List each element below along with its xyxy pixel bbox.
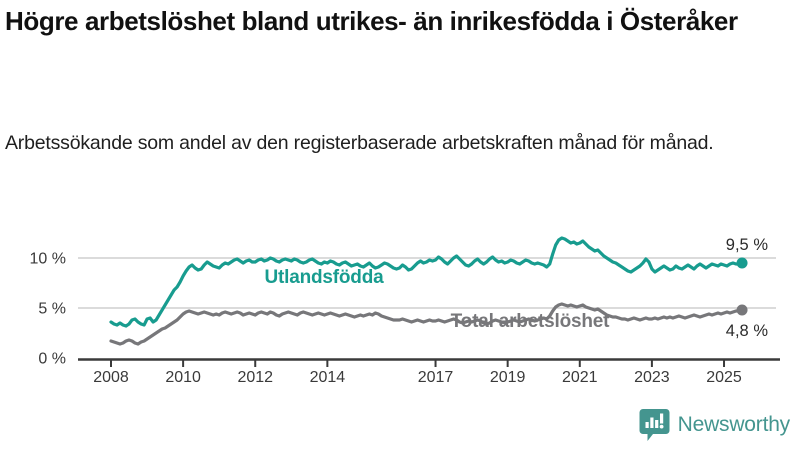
x-axis-label: 2012 [237,369,273,386]
y-axis-label: 10 % [30,251,66,268]
bar-3 [654,420,658,428]
x-axis-label: 2010 [165,369,201,386]
brand-name: Newsworthy [677,413,791,436]
bar-1 [645,422,649,428]
exclamation-bar [659,413,663,424]
y-axis-label: 5 % [38,301,66,318]
speech-bubble-shape [639,409,670,441]
bar-2 [649,417,654,428]
series-end-dot-utlandsfodda [736,257,748,269]
exclamation-dot [659,424,664,429]
series-inline-label: Total arbetslöshet [451,311,611,332]
series-inline-label: Utlandsfödda [265,267,385,288]
series-line-total [109,302,744,346]
x-axis-label: 2019 [490,369,526,386]
series-line-utlandsfodda [109,236,744,328]
series-end-value: 4,8 % [726,322,769,340]
series-end-dot-total [736,304,748,316]
series-end-value: 9,5 % [726,236,769,254]
x-axis-label: 2014 [310,369,346,386]
x-axis-label: 2023 [634,369,670,386]
x-axis-label: 2025 [706,369,742,386]
x-axis-label: 2017 [418,369,454,386]
brand-logo: Newsworthy [639,408,790,442]
x-axis-label: 2008 [93,369,129,386]
x-axis-label: 2021 [562,369,598,386]
chart-subtitle: Arbetssökande som andel av den registerb… [5,132,714,154]
y-axis-label: 0 % [38,351,66,368]
chart-title: Högre arbetslöshet bland utrikes- än inr… [5,6,738,36]
newsworthy-icon [639,409,670,441]
